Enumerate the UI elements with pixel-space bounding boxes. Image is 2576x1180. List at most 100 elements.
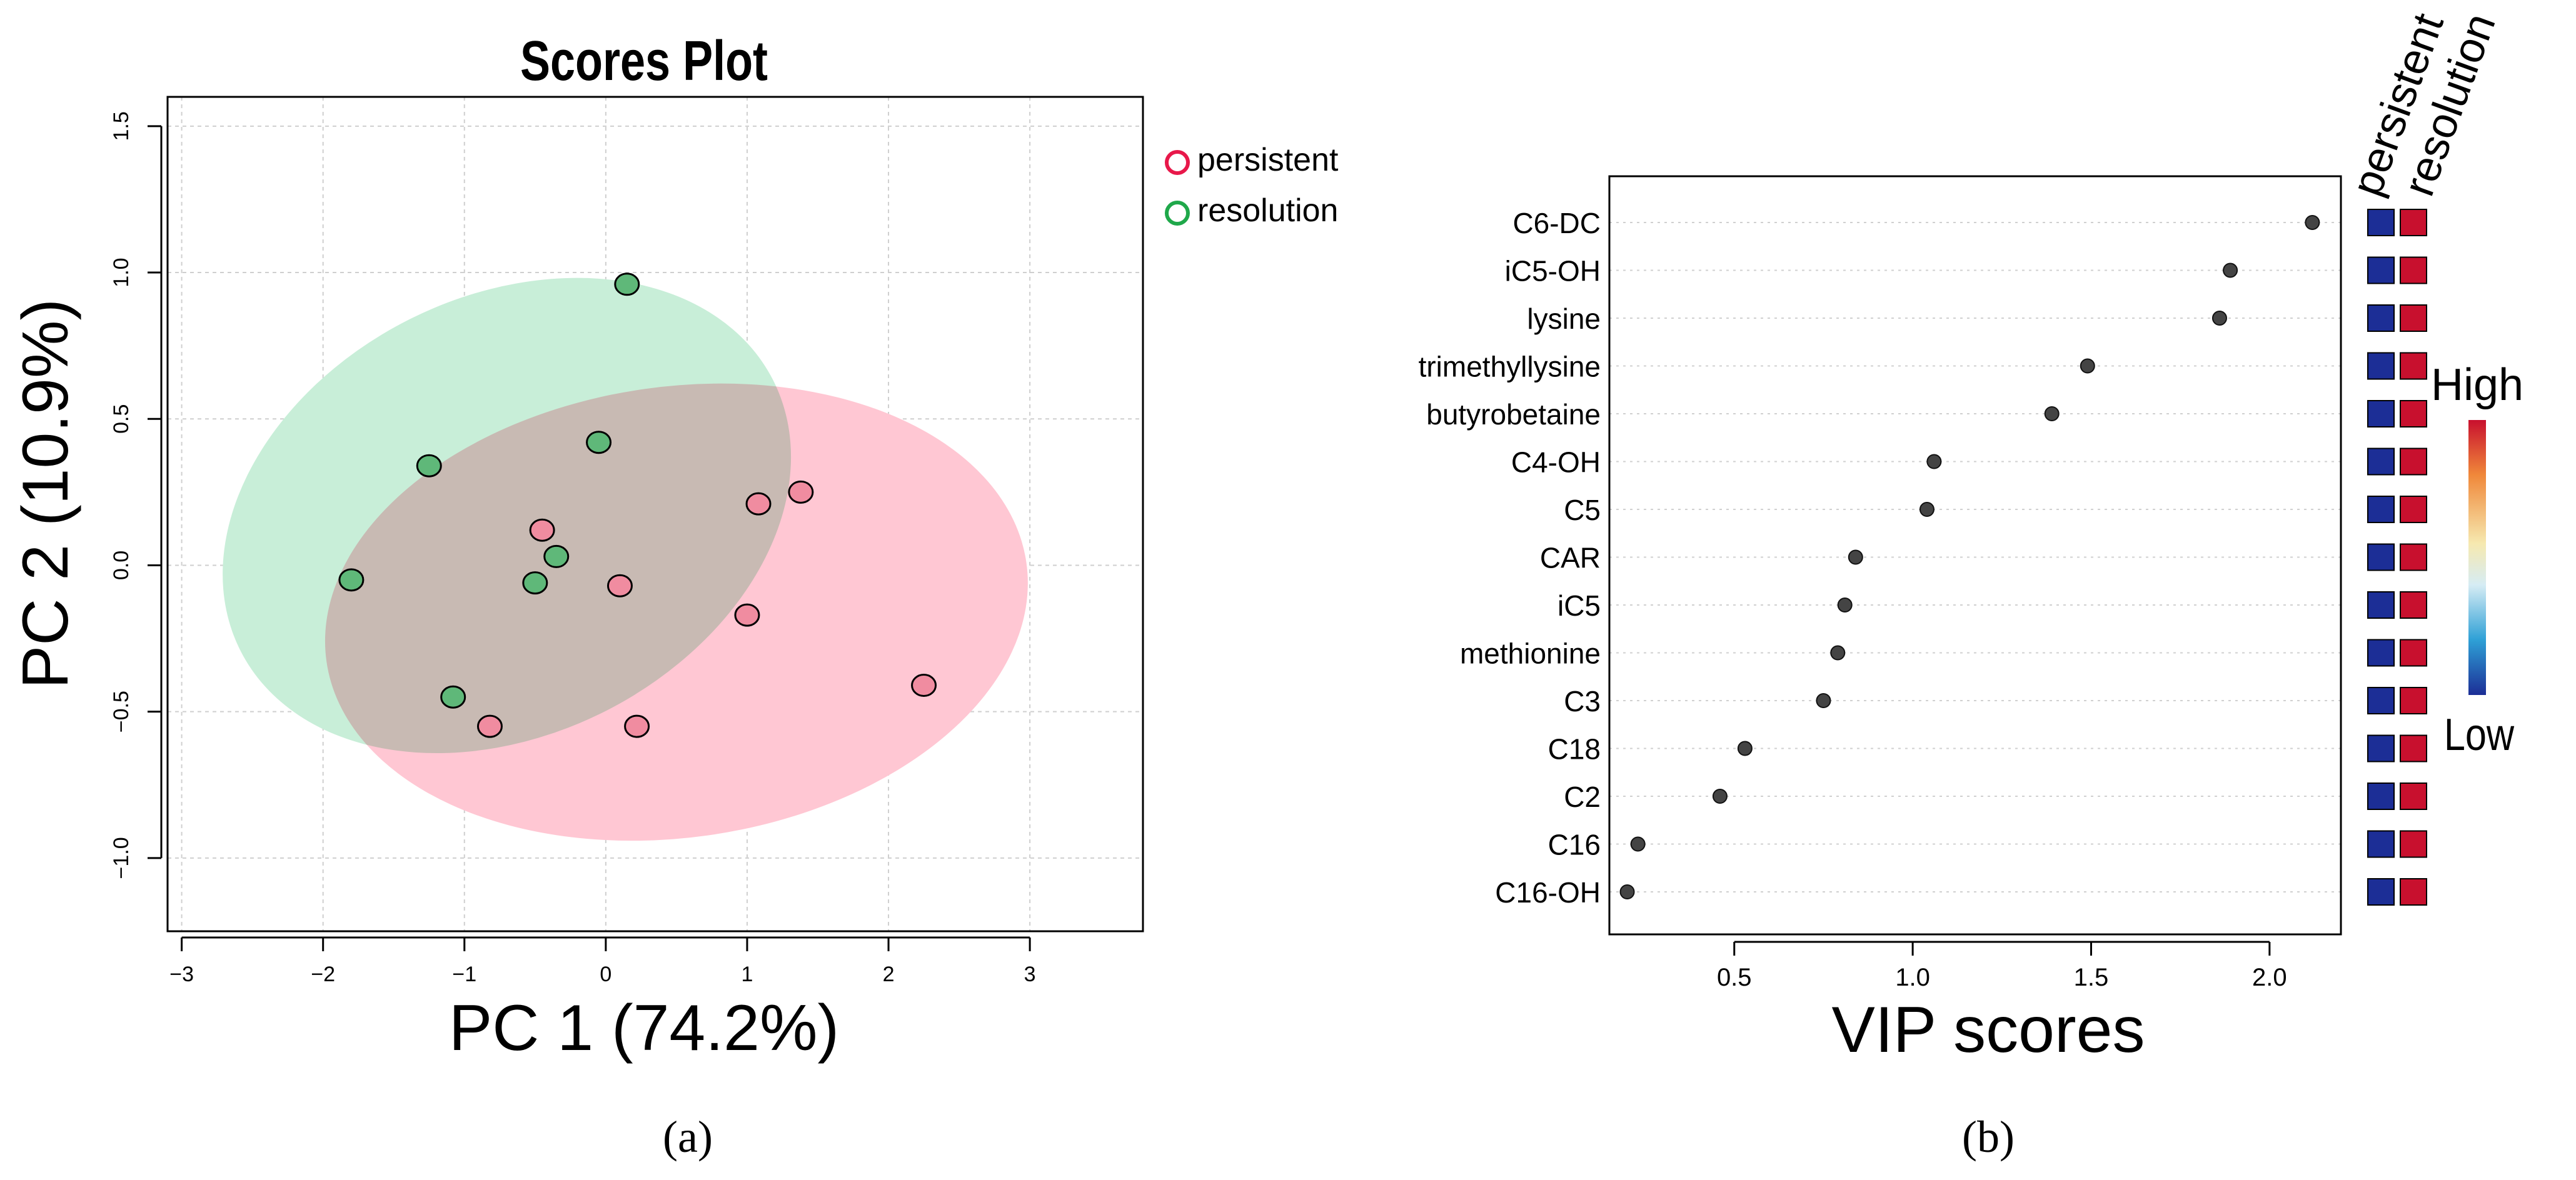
- point-persistent: [476, 714, 503, 738]
- heatmap-cell-persistent: [2367, 543, 2395, 571]
- y-tick-label: 0.0: [109, 551, 133, 580]
- point-persistent: [624, 714, 650, 738]
- vip-point: [2211, 311, 2227, 326]
- confidence-ellipses: [223, 278, 1028, 841]
- point-persistent: [734, 603, 760, 627]
- vip-point: [1619, 884, 1635, 899]
- y-tick-label: 1.5: [109, 111, 133, 141]
- scores-plot-panel: −3 −2 −1 0 1 2 3 −1.0 −0.5 0.0 0.5 1.0 1.5 Scores P…: [9, 29, 1339, 1162]
- point-persistent: [529, 518, 555, 542]
- colorbar-low-label: Low: [2444, 710, 2515, 760]
- x-tick-label: 1: [741, 962, 753, 986]
- heatmap-cell-resolution: [2400, 400, 2427, 428]
- legend: persistent resolution: [1165, 142, 1339, 229]
- feature-label: CAR: [1540, 542, 1601, 574]
- heatmap-cell-persistent: [2367, 448, 2395, 476]
- y-axis-label: PC 2 (10.9%): [9, 299, 82, 689]
- feature-label: C4-OH: [1511, 446, 1601, 479]
- colorbar: High Low: [2431, 360, 2523, 760]
- heatmap-cell-resolution: [2400, 209, 2427, 236]
- heatmap-cell-resolution: [2400, 496, 2427, 523]
- feature-label: lysine: [1527, 302, 1601, 335]
- point-persistent: [745, 492, 772, 516]
- point-persistent: [606, 574, 633, 598]
- legend-persistent-label: persistent: [1197, 142, 1339, 178]
- vip-point: [1837, 598, 1853, 612]
- heatmap-cell-resolution: [2400, 352, 2427, 380]
- heatmap-cell-persistent: [2367, 639, 2395, 667]
- heatmap-cell-resolution: [2400, 830, 2427, 858]
- vip-point: [1630, 836, 1646, 852]
- y-tick-label: 1.0: [109, 258, 133, 287]
- colorbar-gradient: [2468, 420, 2486, 695]
- colorbar-high-label: High: [2431, 360, 2523, 410]
- heatmap-cell-resolution: [2400, 782, 2427, 810]
- point-resolution: [440, 685, 466, 709]
- vip-points: [1619, 215, 2320, 899]
- feature-label: iC5-OH: [1505, 255, 1601, 288]
- vip-point: [1712, 789, 1728, 804]
- x-tick-label: 2.0: [2252, 964, 2287, 991]
- vip-point: [2080, 358, 2095, 374]
- feature-labels: C6-DC iC5-OH lysine trimethyllysine butyrobe…: [1419, 207, 1601, 909]
- heatmap-cell-persistent: [2367, 496, 2395, 523]
- panel-label-a: (a): [663, 1112, 713, 1162]
- point-resolution: [586, 431, 612, 454]
- point-persistent: [788, 480, 814, 504]
- vip-point: [1816, 693, 1831, 708]
- plot-frame: [166, 96, 1144, 932]
- x-axis: 0.5 1.0 1.5 2.0: [1717, 941, 2287, 991]
- feature-label: C16-OH: [1495, 876, 1601, 909]
- heatmap-cell-persistent: [2367, 782, 2395, 810]
- vip-point: [2044, 406, 2060, 421]
- heatmap-cell-persistent: [2367, 400, 2395, 428]
- vip-point: [1919, 502, 1935, 517]
- feature-label: C5: [1564, 494, 1601, 526]
- legend-resolution-marker: [1165, 201, 1190, 226]
- heatmap-cell-persistent: [2367, 878, 2395, 906]
- x-tick-label: −1: [452, 962, 476, 986]
- heatmap-cell-persistent: [2367, 591, 2395, 619]
- feature-label: trimethyllysine: [1419, 351, 1601, 383]
- feature-label: iC5: [1557, 589, 1601, 622]
- legend-resolution-label: resolution: [1197, 192, 1338, 229]
- heatmap-cell-persistent: [2367, 830, 2395, 858]
- row-guide-lines: [1609, 222, 2341, 892]
- heatmap-cell-resolution: [2400, 878, 2427, 906]
- y-tick-label: −0.5: [109, 691, 133, 732]
- x-tick-label: 0: [600, 962, 611, 986]
- heatmap-cell-persistent: [2367, 209, 2395, 236]
- heatmap-cell-resolution: [2400, 448, 2427, 476]
- heatmap-cell-persistent: [2367, 304, 2395, 332]
- point-resolution: [416, 454, 442, 478]
- x-tick-label: 3: [1024, 962, 1036, 986]
- x-tick-label: 2: [883, 962, 895, 986]
- vip-point: [1848, 549, 1863, 565]
- point-resolution: [338, 568, 365, 592]
- feature-label: C3: [1564, 685, 1601, 718]
- x-axis-label: VIP scores: [1832, 994, 2145, 1066]
- x-tick-label: 0.5: [1717, 964, 1752, 991]
- vip-point: [1926, 454, 1942, 469]
- heatmap-cell-resolution: [2400, 304, 2427, 332]
- x-tick-label: 1.5: [2074, 964, 2109, 991]
- heatmap-cell-resolution: [2400, 256, 2427, 284]
- heatmap-cell-resolution: [2400, 734, 2427, 762]
- point-resolution: [614, 272, 640, 296]
- y-axis: −1.0 −0.5 0.0 0.5 1.0 1.5: [109, 111, 163, 879]
- vip-point: [2223, 262, 2238, 278]
- x-axis-label: PC 1 (74.2%): [449, 992, 839, 1064]
- feature-label: C2: [1564, 781, 1601, 813]
- heatmap-cell-persistent: [2367, 734, 2395, 762]
- feature-label: methionine: [1460, 638, 1601, 670]
- vip-point: [1830, 645, 1846, 661]
- x-tick-label: −2: [311, 962, 335, 986]
- feature-label: C6-DC: [1512, 207, 1601, 239]
- point-resolution: [543, 544, 570, 568]
- feature-label: C18: [1548, 733, 1601, 766]
- x-axis: −3 −2 −1 0 1 2 3: [169, 936, 1036, 986]
- heatmap-cell-persistent: [2367, 256, 2395, 284]
- heatmap-cell-persistent: [2367, 687, 2395, 714]
- x-tick-label: 1.0: [1895, 964, 1930, 991]
